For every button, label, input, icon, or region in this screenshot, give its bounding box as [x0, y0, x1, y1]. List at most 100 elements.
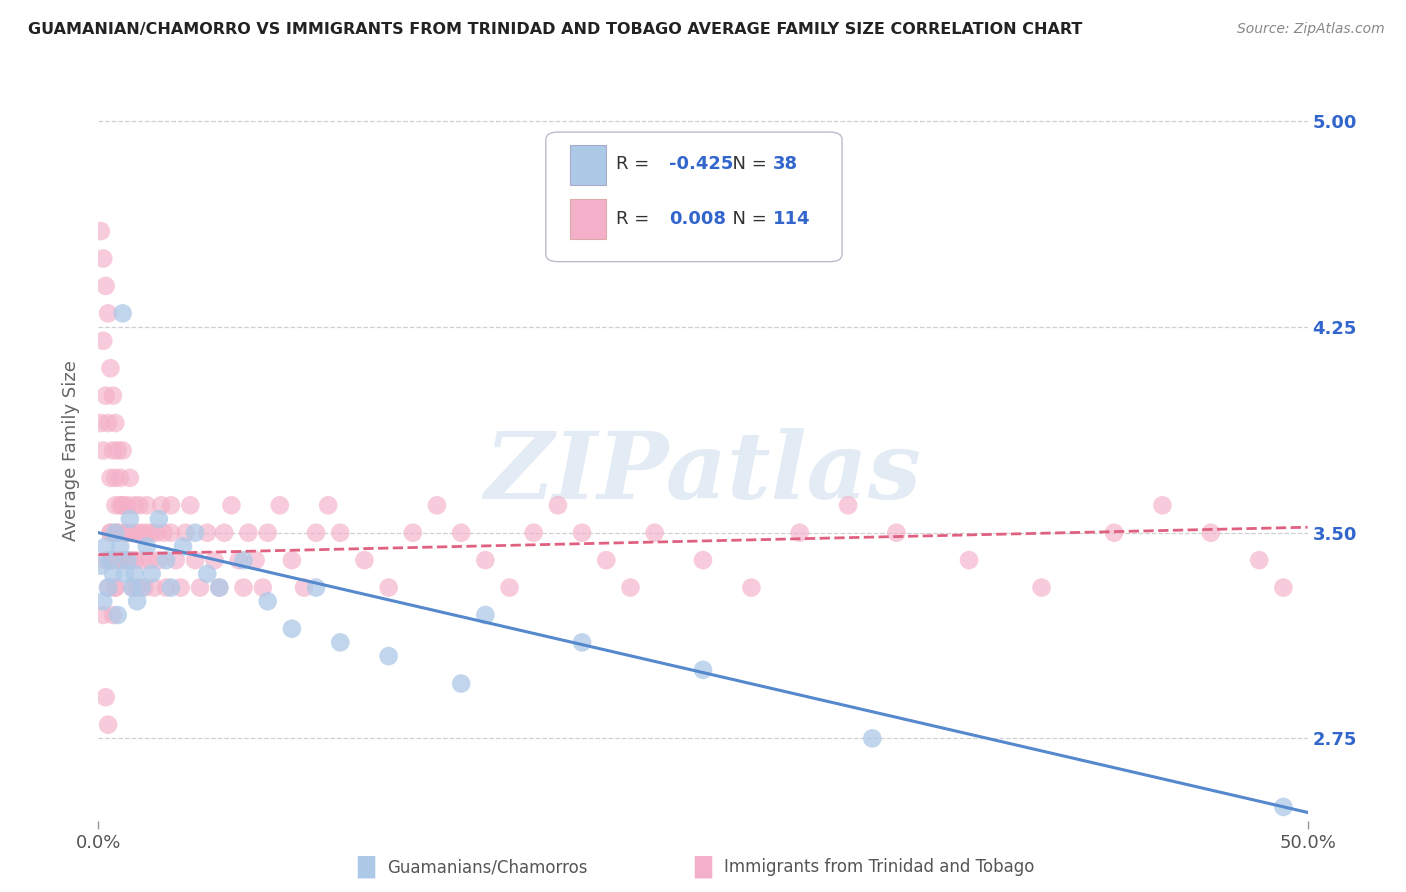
Point — [1199, 525, 1222, 540]
Point — [644, 525, 666, 540]
Point — [571, 525, 593, 540]
Text: █: █ — [357, 855, 374, 879]
Point — [104, 525, 127, 540]
Point — [111, 443, 134, 458]
Point — [91, 443, 114, 458]
Point — [100, 525, 122, 540]
Point — [208, 581, 231, 595]
Point — [111, 553, 134, 567]
Point — [160, 498, 183, 512]
Point — [1249, 553, 1271, 567]
Point — [474, 607, 496, 622]
Point — [692, 663, 714, 677]
Text: ZIPatlas: ZIPatlas — [485, 427, 921, 517]
Point — [238, 525, 260, 540]
Point — [118, 553, 141, 567]
Point — [316, 498, 339, 512]
Point — [143, 581, 166, 595]
Point — [208, 581, 231, 595]
Point — [329, 525, 352, 540]
Point — [595, 553, 617, 567]
Point — [377, 649, 399, 664]
Point — [101, 443, 124, 458]
Point — [100, 525, 122, 540]
Point — [160, 581, 183, 595]
Point — [91, 594, 114, 608]
Point — [174, 525, 197, 540]
Point — [127, 594, 149, 608]
Point — [90, 416, 112, 430]
Point — [90, 224, 112, 238]
Point — [523, 525, 546, 540]
Point — [155, 581, 177, 595]
Text: R =: R = — [616, 155, 655, 173]
Point — [957, 553, 980, 567]
Point — [353, 553, 375, 567]
Point — [108, 471, 131, 485]
Point — [281, 553, 304, 567]
Point — [97, 717, 120, 731]
Point — [134, 581, 156, 595]
Text: -0.425: -0.425 — [669, 155, 734, 173]
Point — [228, 553, 250, 567]
Point — [107, 443, 129, 458]
Point — [124, 553, 146, 567]
Point — [184, 525, 207, 540]
Point — [100, 553, 122, 567]
Point — [90, 558, 112, 573]
Point — [104, 581, 127, 595]
Point — [135, 498, 157, 512]
Text: R =: R = — [616, 210, 655, 227]
Point — [100, 471, 122, 485]
Point — [160, 525, 183, 540]
Point — [124, 498, 146, 512]
Point — [172, 540, 194, 554]
Point — [232, 553, 254, 567]
Point — [107, 553, 129, 567]
Point — [131, 553, 153, 567]
Point — [256, 594, 278, 608]
Point — [377, 581, 399, 595]
Point — [121, 525, 143, 540]
Point — [204, 553, 226, 567]
Point — [121, 581, 143, 595]
Point — [1102, 525, 1125, 540]
Point — [94, 389, 117, 403]
Point — [107, 607, 129, 622]
Point — [148, 512, 170, 526]
Point — [252, 581, 274, 595]
Point — [108, 498, 131, 512]
Point — [150, 498, 173, 512]
Point — [108, 540, 131, 554]
Point — [111, 306, 134, 320]
Point — [547, 498, 569, 512]
Point — [692, 553, 714, 567]
Point — [474, 553, 496, 567]
Point — [165, 553, 187, 567]
Point — [111, 498, 134, 512]
Point — [402, 525, 425, 540]
Point — [94, 540, 117, 554]
Point — [127, 581, 149, 595]
Point — [184, 553, 207, 567]
Point — [292, 581, 315, 595]
Point — [135, 525, 157, 540]
Point — [118, 512, 141, 526]
Point — [101, 553, 124, 567]
Point — [188, 581, 211, 595]
Point — [97, 416, 120, 430]
Point — [450, 525, 472, 540]
Point — [256, 525, 278, 540]
Point — [148, 553, 170, 567]
Point — [101, 566, 124, 581]
Point — [305, 525, 328, 540]
Text: 114: 114 — [773, 210, 811, 227]
Point — [571, 635, 593, 649]
Point — [91, 334, 114, 348]
Point — [100, 361, 122, 376]
Point — [740, 581, 762, 595]
Point — [221, 498, 243, 512]
Point — [101, 607, 124, 622]
Point — [104, 498, 127, 512]
Point — [1272, 800, 1295, 814]
